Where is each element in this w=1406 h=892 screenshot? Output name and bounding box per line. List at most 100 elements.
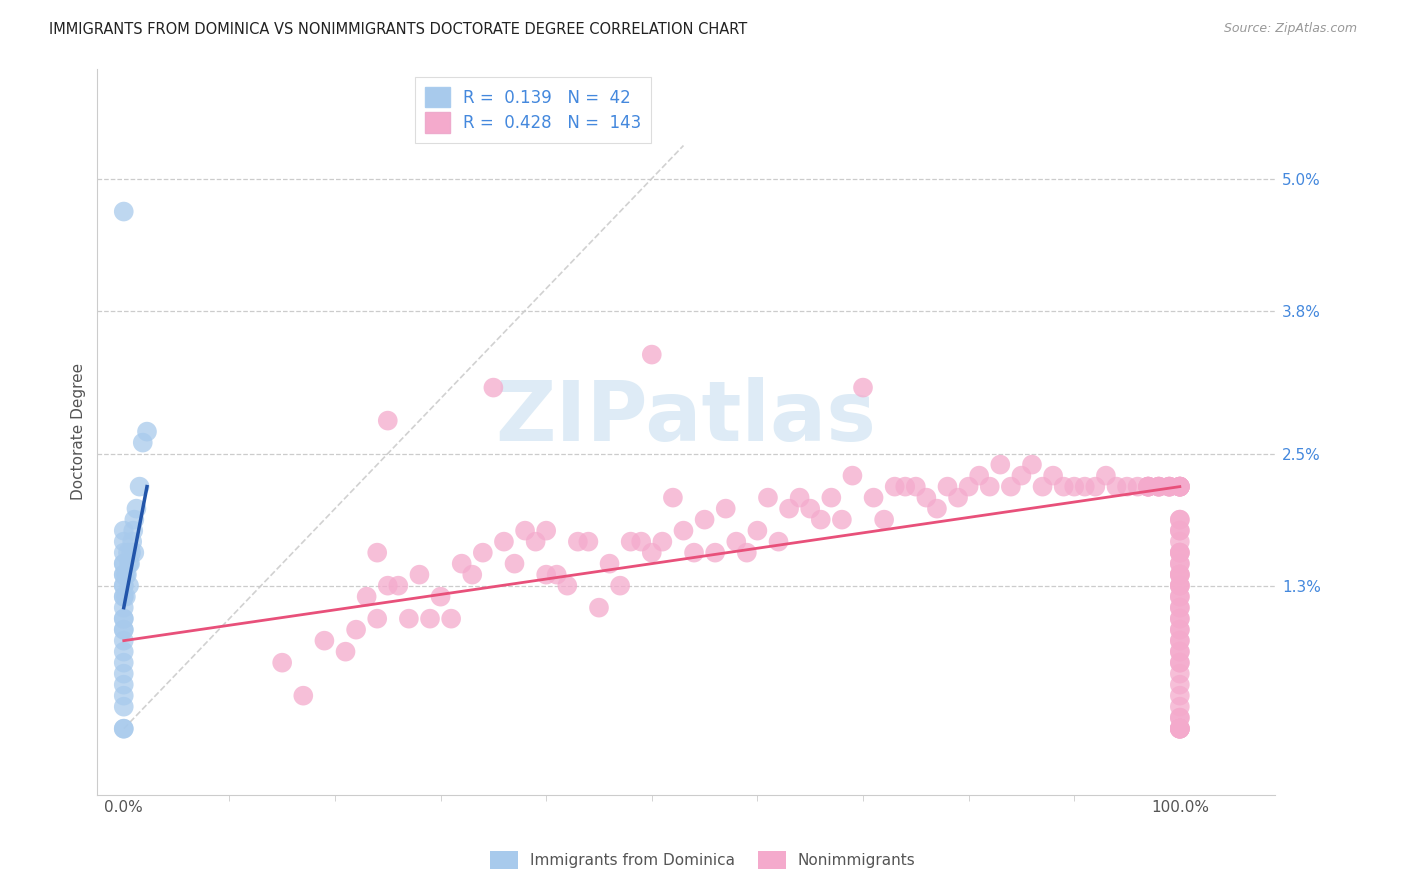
Point [112,699,135,714]
Point [1159,480,1181,494]
Point [1168,656,1191,670]
Point [1168,722,1191,736]
Point [117,546,139,560]
Point [136,425,159,439]
Point [1168,480,1191,494]
Point [1126,480,1149,494]
Point [852,381,875,395]
Point [1168,666,1191,681]
Point [112,204,135,219]
Point [946,491,969,505]
Point [112,557,135,571]
Point [124,546,146,560]
Point [112,524,135,538]
Point [121,534,143,549]
Point [271,656,294,670]
Point [124,513,146,527]
Point [292,689,315,703]
Point [1021,458,1043,472]
Point [641,546,664,560]
Point [1074,480,1097,494]
Point [546,567,568,582]
Point [115,590,138,604]
Point [366,612,388,626]
Point [112,557,135,571]
Point [1095,468,1118,483]
Point [1168,612,1191,626]
Point [988,458,1011,472]
Point [120,557,142,571]
Point [1168,546,1191,560]
Point [1168,513,1191,527]
Point [1168,722,1191,736]
Point [1147,480,1170,494]
Point [335,645,357,659]
Point [1168,623,1191,637]
Point [957,480,980,494]
Point [503,557,526,571]
Point [1168,513,1191,527]
Point [461,567,484,582]
Point [1168,480,1191,494]
Point [125,501,148,516]
Point [609,579,631,593]
Point [112,590,135,604]
Point [112,567,135,582]
Point [128,480,150,494]
Text: Source: ZipAtlas.com: Source: ZipAtlas.com [1223,22,1357,36]
Point [841,468,863,483]
Point [132,435,155,450]
Point [714,501,737,516]
Text: IMMIGRANTS FROM DOMINICA VS NONIMMIGRANTS DOCTORATE DEGREE CORRELATION CHART: IMMIGRANTS FROM DOMINICA VS NONIMMIGRANT… [49,22,748,37]
Point [118,579,141,593]
Point [344,623,367,637]
Point [1168,590,1191,604]
Point [122,524,145,538]
Point [398,612,420,626]
Point [112,623,135,637]
Point [1168,711,1191,725]
Point [873,513,896,527]
Point [112,579,135,593]
Point [112,666,135,681]
Point [1168,546,1191,560]
Point [1168,633,1191,648]
Point [894,480,917,494]
Point [1168,722,1191,736]
Point [1168,579,1191,593]
Point [419,612,441,626]
Point [672,524,695,538]
Point [112,590,135,604]
Point [1168,600,1191,615]
Point [112,612,135,626]
Point [1168,600,1191,615]
Point [387,579,409,593]
Point [578,534,600,549]
Point [1168,645,1191,659]
Point [1137,480,1160,494]
Point [1168,699,1191,714]
Point [883,480,905,494]
Point [1105,480,1128,494]
Point [1168,524,1191,538]
Point [630,534,652,549]
Point [112,633,135,648]
Point [567,534,589,549]
Point [1168,557,1191,571]
Point [1168,524,1191,538]
Point [1168,711,1191,725]
Point [112,546,135,560]
Point [1159,480,1181,494]
Point [112,600,135,615]
Point [651,534,673,549]
Point [1063,480,1085,494]
Point [620,534,643,549]
Point [725,534,748,549]
Point [862,491,884,505]
Point [112,623,135,637]
Point [120,546,142,560]
Point [356,590,378,604]
Point [112,656,135,670]
Point [735,546,758,560]
Point [756,491,779,505]
